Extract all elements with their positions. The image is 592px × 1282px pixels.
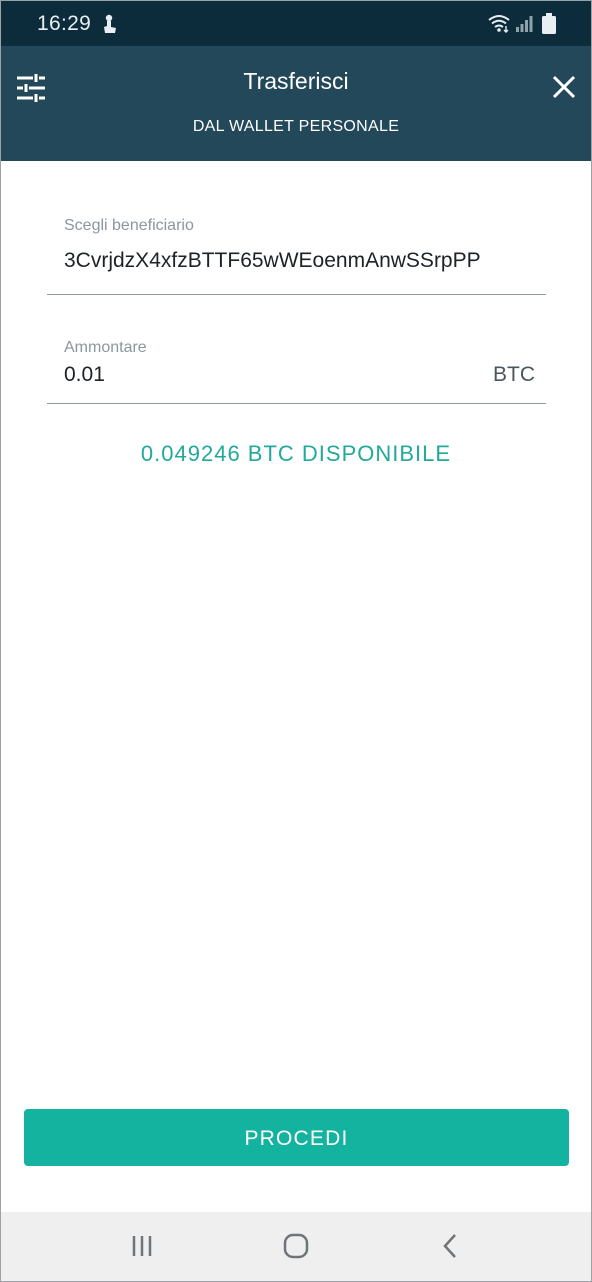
available-balance: 0.049246 BTC DISPONIBILE: [140, 441, 452, 466]
amount-label: Ammontare: [64, 339, 147, 356]
status-time: 16:29: [37, 12, 92, 35]
proceed-button[interactable]: PROCEDI: [24, 1109, 569, 1166]
recipient-field[interactable]: Scegli beneficiario: [47, 207, 546, 295]
home-icon[interactable]: [276, 1230, 316, 1262]
amount-input[interactable]: [64, 363, 444, 387]
recent-apps-icon[interactable]: [122, 1230, 162, 1262]
page-title: Trasferisci: [243, 68, 349, 94]
recipient-label: Scegli beneficiario: [64, 217, 194, 234]
signal-icon: [516, 16, 533, 32]
amount-field[interactable]: Ammontare BTC: [47, 330, 546, 404]
battery-icon: [542, 13, 556, 34]
system-nav-bar: [0, 1212, 592, 1282]
back-icon[interactable]: [430, 1230, 470, 1262]
sliders-icon[interactable]: [16, 74, 46, 102]
status-bar: 16:29: [0, 0, 592, 46]
page-subtitle: DAL WALLET PERSONALE: [192, 118, 400, 135]
wifi-icon: [488, 15, 510, 33]
amount-unit: BTC: [493, 363, 535, 386]
recipient-input[interactable]: [64, 249, 534, 273]
touch-gesture-icon: [104, 14, 116, 33]
close-icon[interactable]: [549, 72, 579, 102]
app-header: Trasferisci DAL WALLET PERSONALE: [0, 46, 592, 161]
